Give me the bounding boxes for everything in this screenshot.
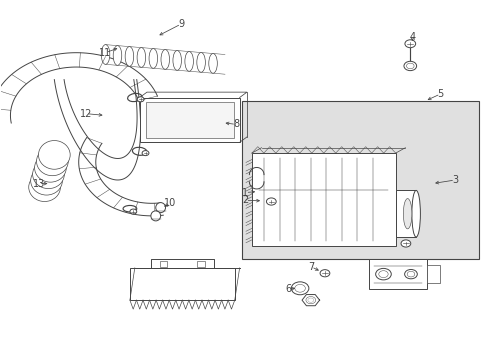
Bar — [159, 261, 167, 267]
Circle shape — [403, 61, 416, 71]
Text: 2: 2 — [242, 195, 248, 206]
Ellipse shape — [151, 211, 160, 221]
Text: 13: 13 — [33, 179, 45, 189]
Circle shape — [378, 271, 387, 278]
Ellipse shape — [37, 147, 68, 176]
Text: 6: 6 — [285, 284, 291, 294]
Circle shape — [142, 150, 149, 156]
Circle shape — [305, 297, 315, 304]
Bar — [197, 261, 204, 267]
Circle shape — [406, 63, 413, 69]
Ellipse shape — [197, 53, 205, 72]
Circle shape — [266, 198, 276, 205]
Ellipse shape — [101, 45, 110, 64]
Bar — [140, 98, 239, 142]
Text: 8: 8 — [233, 120, 239, 129]
Text: 9: 9 — [178, 19, 184, 29]
Bar — [145, 102, 233, 138]
Ellipse shape — [173, 50, 181, 70]
Circle shape — [407, 271, 414, 277]
Ellipse shape — [125, 46, 133, 66]
Bar — [368, 259, 427, 289]
Bar — [251, 153, 395, 246]
Ellipse shape — [403, 199, 411, 229]
Circle shape — [400, 240, 410, 247]
Ellipse shape — [113, 46, 122, 65]
Ellipse shape — [149, 49, 157, 68]
Circle shape — [307, 298, 313, 302]
Ellipse shape — [411, 190, 420, 237]
Ellipse shape — [31, 166, 62, 195]
Ellipse shape — [39, 140, 70, 169]
Ellipse shape — [184, 51, 193, 71]
Ellipse shape — [33, 160, 64, 189]
Circle shape — [375, 269, 390, 280]
Ellipse shape — [29, 173, 61, 202]
Bar — [130, 268, 234, 300]
Text: 1: 1 — [242, 188, 248, 198]
Circle shape — [294, 284, 305, 292]
Text: 3: 3 — [451, 175, 457, 185]
Bar — [395, 190, 415, 237]
Circle shape — [291, 282, 308, 295]
Circle shape — [404, 270, 416, 279]
Text: 7: 7 — [307, 262, 314, 272]
Text: 10: 10 — [164, 198, 176, 208]
Ellipse shape — [156, 203, 165, 213]
Bar — [427, 265, 439, 283]
Text: 5: 5 — [436, 89, 443, 99]
Text: 11: 11 — [99, 48, 111, 58]
Circle shape — [130, 209, 137, 214]
Text: 12: 12 — [80, 109, 92, 119]
Circle shape — [404, 40, 415, 48]
Ellipse shape — [35, 153, 66, 182]
Ellipse shape — [137, 48, 145, 67]
Circle shape — [320, 270, 329, 277]
Ellipse shape — [208, 54, 217, 73]
Circle shape — [137, 97, 144, 102]
Ellipse shape — [161, 50, 169, 69]
Bar — [242, 101, 478, 259]
Text: 4: 4 — [408, 32, 414, 41]
